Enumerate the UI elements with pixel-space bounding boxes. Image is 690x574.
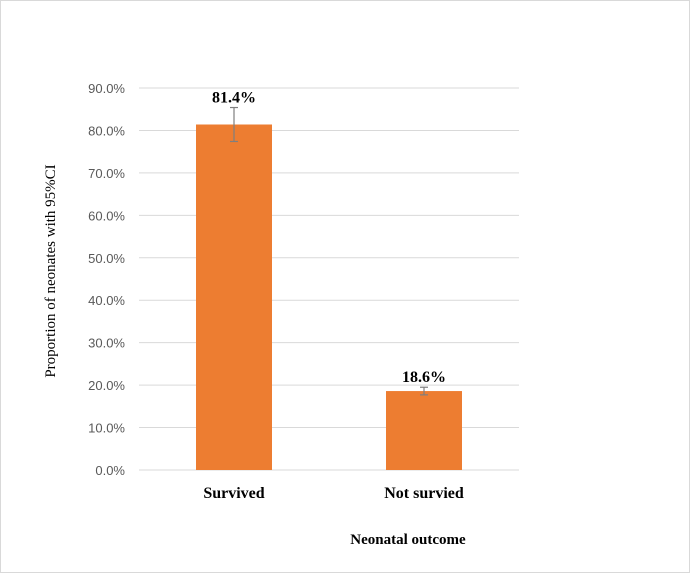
y-tick-label: 0.0% xyxy=(95,463,125,478)
y-tick-label: 20.0% xyxy=(88,378,125,393)
y-tick-label: 30.0% xyxy=(88,336,125,351)
y-tick-labels: 0.0% 10.0% 20.0% 30.0% 40.0% 50.0% 60.0% 70.0% 8… xyxy=(88,81,125,478)
y-tick-label: 10.0% xyxy=(88,421,125,436)
bars xyxy=(196,124,462,470)
y-tick-label: 40.0% xyxy=(88,293,125,308)
y-tick-label: 50.0% xyxy=(88,251,125,266)
x-tick-labels: Survived Not survied xyxy=(203,485,464,502)
y-axis-title: Proportion of neonates with 95%CI xyxy=(43,164,59,377)
y-tick-label: 90.0% xyxy=(88,81,125,96)
bar-survived xyxy=(196,124,272,470)
x-axis-title: Neonatal outcome xyxy=(350,532,466,548)
x-tick-label: Not survied xyxy=(384,485,464,502)
data-label: 81.4% xyxy=(212,90,256,107)
y-tick-label: 60.0% xyxy=(88,208,125,223)
data-labels: 81.4% 18.6% xyxy=(212,90,446,387)
data-label: 18.6% xyxy=(402,369,446,386)
bar-not-survied xyxy=(386,391,462,470)
error-bars xyxy=(230,106,428,396)
y-tick-label: 80.0% xyxy=(88,123,125,138)
x-tick-label: Survived xyxy=(203,485,264,502)
y-tick-label: 70.0% xyxy=(88,166,125,181)
